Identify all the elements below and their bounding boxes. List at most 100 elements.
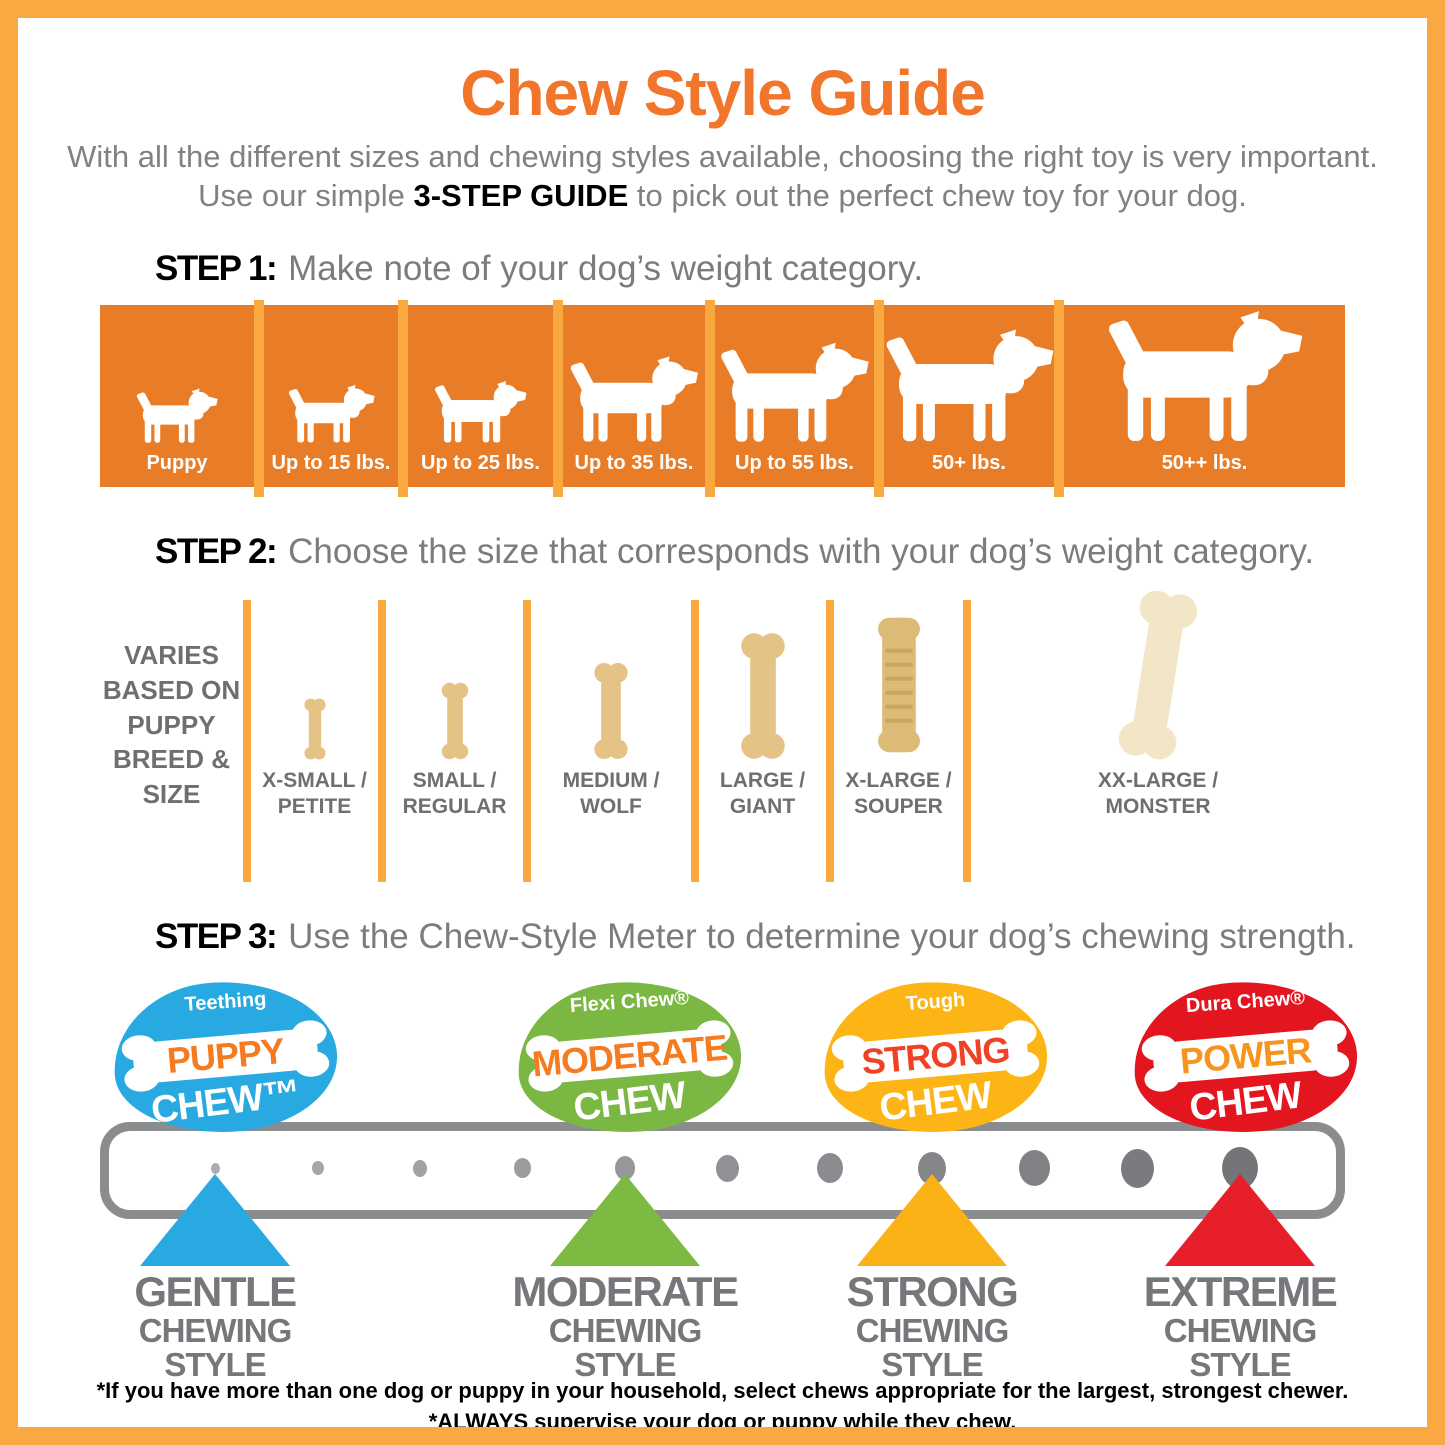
chew-style-moderate: MODERATE CHEWING STYLE (505, 1270, 745, 1382)
banner-divider (254, 300, 264, 497)
chew-style-line3: STYLE (1189, 1345, 1291, 1383)
bone-icon-xsmall (302, 698, 328, 760)
size-label: LARGE / GIANT (720, 768, 805, 821)
chew-style-line2: CHEWING (548, 1311, 703, 1349)
weight-category-banner: Puppy Up to 15 lbs. Up to 25 lbs. Up to … (100, 300, 1345, 497)
bone-area (834, 600, 963, 760)
footnote-1: *If you have more than one dog or puppy … (96, 1378, 1349, 1403)
weight-cell-35lbs: Up to 35 lbs. (563, 305, 705, 487)
size-divider (963, 600, 971, 882)
meter-dot (211, 1163, 220, 1174)
intro-line-2-post: to pick out the perfect chew toy for you… (628, 178, 1247, 213)
weight-label: Up to 35 lbs. (574, 452, 694, 474)
chew-style-line1: MODERATE (512, 1268, 739, 1315)
weight-cell-15lbs: Up to 15 lbs. (264, 305, 398, 487)
chew-style-line2: CHEWING (1163, 1311, 1318, 1349)
badge-power-chew: Dura Chew® POWER CHEW (1128, 976, 1363, 1140)
weight-cell-puppy: Puppy (100, 305, 254, 487)
step-3-heading: STEP 3: Use the Chew-Style Meter to deter… (155, 917, 1356, 957)
size-note-line: PUPPY (127, 709, 216, 740)
size-label: XX-LARGE / MONSTER (1098, 768, 1218, 821)
chew-style-line1: STRONG (846, 1268, 1019, 1315)
weight-label: Up to 55 lbs. (735, 452, 854, 474)
bone-icon-xxlarge-monster (1106, 585, 1210, 765)
bone-area (699, 600, 826, 760)
size-label-top: X-SMALL / (262, 769, 367, 792)
intro-line-2-bold: 3-STEP GUIDE (413, 178, 629, 213)
banner-divider (874, 300, 884, 497)
bone-icon-small (439, 682, 471, 760)
dog-silhouette-icon (718, 338, 871, 444)
bone-area (971, 600, 1345, 760)
size-note-line: SIZE (142, 779, 201, 810)
bone-area (531, 600, 691, 760)
chew-style-line1: GENTLE (134, 1268, 297, 1315)
weight-label: 50++ lbs. (1161, 452, 1248, 474)
step-1-text: Make note of your dog’s weight category. (288, 249, 924, 288)
size-divider (243, 600, 251, 882)
size-divider (523, 600, 531, 882)
step-2-label: STEP 2: (155, 532, 278, 571)
size-note-column: VARIES BASED ON PUPPY BREED & SIZE (100, 600, 243, 890)
banner-divider (553, 300, 563, 497)
size-label-top: MEDIUM / (562, 769, 660, 792)
chew-style-line2: CHEWING (138, 1311, 293, 1349)
badge-strong-chew: Tough STRONG CHEW (818, 976, 1053, 1140)
meter-dot (514, 1158, 531, 1178)
size-column-large: LARGE / GIANT (699, 600, 826, 890)
marker-triangle-extreme (1165, 1174, 1315, 1266)
meter-dot (716, 1155, 739, 1182)
weight-cell-50plus: 50+ lbs. (884, 305, 1054, 487)
dog-silhouette-icon (433, 378, 528, 444)
weight-cell-55lbs: Up to 55 lbs. (715, 305, 874, 487)
size-label-bottom: WOLF (580, 795, 642, 819)
meter-dot (312, 1161, 324, 1175)
step-2-heading: STEP 2: Choose the size that corresponds … (155, 532, 1314, 572)
weight-cell-25lbs: Up to 25 lbs. (408, 305, 553, 487)
chew-style-strong: STRONG CHEWING STYLE (812, 1270, 1052, 1382)
size-chart: VARIES BASED ON PUPPY BREED & SIZE X-SMA… (100, 600, 1345, 890)
size-divider (691, 600, 699, 882)
marker-triangle-strong (857, 1174, 1007, 1266)
bone-area (386, 600, 523, 760)
size-column-medium: MEDIUM / WOLF (531, 600, 691, 890)
size-label: X-SMALL / PETITE (262, 768, 367, 821)
bone-icon-large (737, 632, 789, 760)
size-label-bottom: SOUPER (854, 795, 943, 819)
size-label-bottom: GIANT (729, 795, 796, 819)
banner-divider (705, 300, 715, 497)
step-3-label: STEP 3: (155, 917, 278, 956)
step-1-heading: STEP 1: Make note of your dog’s weight ca… (155, 249, 923, 289)
meter-dot (1019, 1150, 1050, 1186)
badge-moderate-chew: Flexi Chew® MODERATE CHEW (512, 976, 747, 1140)
bone-icon-xlarge-souper (871, 610, 927, 760)
chew-style-line3: STYLE (574, 1345, 676, 1383)
step-3-text: Use the Chew-Style Meter to determine yo… (288, 917, 1356, 956)
weight-label: 50+ lbs. (932, 452, 1006, 474)
size-note-line: BASED ON (102, 674, 241, 705)
size-label: SMALL / REGULAR (403, 768, 507, 821)
size-divider (826, 600, 834, 882)
dog-silhouette-icon (568, 352, 700, 444)
dog-silhouette-icon (287, 382, 376, 444)
intro-line-2: Use our simple 3-STEP GUIDE to pick out … (0, 178, 1445, 214)
page-title: Chew Style Guide (460, 57, 986, 129)
chew-style-line3: STYLE (881, 1345, 983, 1383)
weight-label: Puppy (146, 452, 208, 474)
weight-label: Up to 15 lbs. (271, 452, 391, 474)
marker-triangle-gentle (140, 1174, 290, 1266)
step-2-text: Choose the size that corresponds with yo… (288, 532, 1315, 571)
size-note-line: VARIES (124, 640, 219, 670)
size-label-top: SMALL / (412, 769, 497, 792)
chew-style-line3: STYLE (164, 1345, 266, 1383)
banner-divider (1054, 300, 1064, 497)
chew-style-extreme: EXTREME CHEWING STYLE (1120, 1270, 1360, 1382)
size-divider (378, 600, 386, 882)
intro-line-2-pre: Use our simple (198, 178, 414, 213)
size-column-small: SMALL / REGULAR (386, 600, 523, 890)
bone-area (251, 600, 378, 760)
step-1-label: STEP 1: (155, 249, 278, 288)
dog-silhouette-icon (1104, 305, 1306, 444)
dog-silhouette-icon (135, 386, 219, 444)
